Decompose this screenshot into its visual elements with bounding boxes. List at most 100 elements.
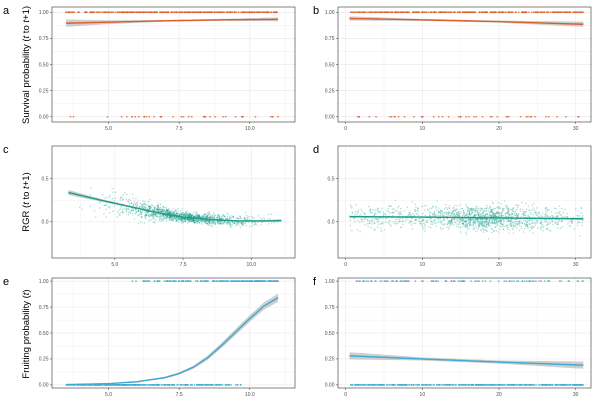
data-point [154,209,156,211]
data-point [350,11,353,14]
data-point [516,223,518,226]
data-point [258,11,261,14]
data-point [273,221,276,224]
data-point [356,213,358,216]
data-point [452,280,455,283]
data-point [456,217,458,220]
data-point [437,115,440,118]
data-point [506,207,509,209]
data-point [479,210,481,212]
data-point [144,204,146,206]
data-point [184,214,187,217]
data-point [494,215,496,218]
data-point [568,220,571,223]
data-point [214,214,217,217]
data-point [422,212,424,215]
data-point [448,205,451,207]
data-point [437,217,439,220]
data-point [390,115,393,118]
data-point [551,383,554,386]
data-point [467,222,470,224]
data-point [173,217,176,219]
data-point [507,209,510,211]
data-point [508,214,511,217]
data-point [208,212,211,214]
data-point [219,216,221,219]
data-point [575,207,577,210]
data-point [384,213,386,215]
data-point [450,220,452,222]
data-point [487,224,490,227]
data-point [522,213,525,216]
data-point [406,206,409,208]
data-point [235,224,237,227]
data-point [557,221,559,224]
data-point [192,216,195,218]
data-point [476,219,479,221]
data-point [241,223,243,225]
data-point [117,11,120,14]
data-point [517,223,519,226]
data-point [502,208,504,211]
data-point [81,208,83,210]
data-point [152,221,155,223]
data-point [196,220,198,222]
data-point [239,226,242,228]
data-point [535,219,538,222]
data-point [111,11,113,14]
data-point [165,206,167,209]
data-point [518,222,521,224]
data-point [410,224,413,226]
data-point [162,214,165,217]
data-point [111,187,114,190]
data-point [175,280,177,283]
data-point [168,211,170,213]
data-point [363,213,366,215]
data-point [433,11,436,14]
data-point [169,215,172,218]
data-point [373,222,376,224]
data-point [530,226,533,228]
data-point [104,204,106,206]
data-point [187,215,189,217]
data-point [146,214,148,216]
data-point [555,207,557,210]
data-point [531,219,533,221]
data-point [505,280,508,283]
data-point [559,227,562,229]
data-point [492,383,495,386]
data-point [169,218,171,220]
data-point [492,201,494,203]
data-point [187,219,189,221]
data-point [178,217,180,220]
data-point [446,223,449,226]
data-point [524,219,527,222]
data-point [499,206,501,209]
data-point [435,225,438,228]
data-point [459,219,461,221]
data-point [451,383,454,386]
data-point [121,199,124,201]
data-point [493,212,495,215]
data-point [188,214,191,217]
data-point [426,219,429,221]
data-point [558,212,560,215]
data-point [537,383,540,386]
data-point [191,214,193,217]
data-point [197,213,199,216]
data-point [517,222,519,225]
data-point [481,220,484,223]
data-point [490,210,492,213]
data-point [409,213,412,216]
data-point [411,228,414,230]
data-point [417,383,420,386]
data-point [523,214,525,216]
data-point [509,220,512,223]
data-point [233,280,236,283]
data-point [455,208,457,210]
data-point [183,213,185,216]
data-point [220,218,222,220]
data-point [422,280,425,283]
data-point [473,227,476,229]
data-point [447,228,450,230]
